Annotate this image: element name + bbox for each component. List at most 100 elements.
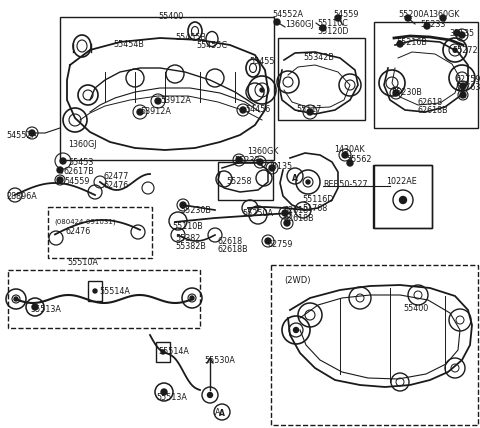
Text: 1360GK: 1360GK bbox=[428, 10, 459, 19]
Text: 55258: 55258 bbox=[226, 177, 252, 186]
Circle shape bbox=[454, 30, 460, 36]
Circle shape bbox=[161, 350, 165, 354]
Text: 55513A: 55513A bbox=[30, 305, 61, 314]
Text: A: A bbox=[215, 408, 221, 417]
Text: 52763: 52763 bbox=[455, 83, 480, 92]
Text: 55200A: 55200A bbox=[398, 10, 429, 19]
Text: 62618B: 62618B bbox=[283, 214, 313, 223]
Bar bbox=[8, 270, 200, 328]
Circle shape bbox=[60, 158, 66, 164]
Text: 54552A: 54552A bbox=[272, 10, 303, 19]
Circle shape bbox=[393, 90, 399, 96]
Circle shape bbox=[397, 41, 403, 47]
Text: A: A bbox=[292, 173, 298, 182]
Bar bbox=[88, 281, 102, 301]
Text: 53912A: 53912A bbox=[160, 96, 191, 105]
Bar bbox=[218, 162, 273, 200]
Circle shape bbox=[399, 196, 407, 203]
Circle shape bbox=[155, 98, 161, 104]
Circle shape bbox=[93, 289, 97, 293]
Text: 55117: 55117 bbox=[296, 105, 322, 114]
Text: 1022AE: 1022AE bbox=[386, 177, 417, 186]
Circle shape bbox=[306, 180, 310, 184]
Text: 1360GK: 1360GK bbox=[247, 147, 278, 156]
Circle shape bbox=[453, 48, 457, 52]
Text: 55382: 55382 bbox=[175, 234, 200, 243]
Circle shape bbox=[180, 202, 186, 208]
Circle shape bbox=[424, 23, 430, 29]
Circle shape bbox=[161, 389, 167, 395]
Text: 55514A: 55514A bbox=[158, 347, 189, 356]
Text: 54552A: 54552A bbox=[6, 131, 37, 140]
Circle shape bbox=[347, 160, 353, 166]
Text: 55382B: 55382B bbox=[175, 242, 206, 251]
Text: A: A bbox=[219, 410, 225, 419]
Text: 55400: 55400 bbox=[403, 304, 428, 313]
Circle shape bbox=[260, 88, 264, 92]
Text: 1430AK: 1430AK bbox=[334, 145, 365, 154]
Text: 55510A: 55510A bbox=[67, 258, 98, 267]
Text: 55230B: 55230B bbox=[180, 206, 211, 215]
Text: 55233: 55233 bbox=[420, 20, 445, 29]
Text: 54456: 54456 bbox=[245, 105, 270, 114]
Text: 55530A: 55530A bbox=[204, 356, 235, 365]
Bar bbox=[278, 38, 365, 120]
Text: (2WD): (2WD) bbox=[284, 276, 311, 285]
Text: 55116D: 55116D bbox=[302, 195, 334, 204]
Text: 55514A: 55514A bbox=[99, 287, 130, 296]
Text: 55230B: 55230B bbox=[391, 88, 422, 97]
Text: 53912A: 53912A bbox=[140, 107, 171, 116]
Text: 28896A: 28896A bbox=[6, 192, 37, 201]
Text: 62476: 62476 bbox=[104, 181, 129, 190]
Text: 1360GJ: 1360GJ bbox=[68, 140, 96, 149]
Circle shape bbox=[57, 167, 63, 173]
Circle shape bbox=[269, 165, 275, 171]
Text: 62476: 62476 bbox=[65, 227, 90, 236]
Text: 62618: 62618 bbox=[283, 206, 308, 215]
Bar bbox=[48, 207, 152, 258]
Circle shape bbox=[240, 107, 246, 113]
Circle shape bbox=[236, 157, 242, 163]
Circle shape bbox=[32, 304, 38, 310]
Text: 55562: 55562 bbox=[346, 155, 372, 164]
Bar bbox=[374, 22, 478, 128]
Circle shape bbox=[190, 296, 194, 300]
Text: 54559: 54559 bbox=[64, 177, 89, 186]
Circle shape bbox=[284, 220, 290, 226]
Circle shape bbox=[405, 15, 411, 21]
Text: 55513A: 55513A bbox=[156, 393, 187, 402]
Circle shape bbox=[459, 32, 465, 38]
Text: 62618: 62618 bbox=[418, 98, 443, 107]
Text: 62759: 62759 bbox=[267, 240, 292, 249]
Text: 62617B: 62617B bbox=[64, 167, 95, 176]
Bar bbox=[271, 265, 478, 425]
Text: 55110C: 55110C bbox=[317, 19, 348, 28]
Text: 55120D: 55120D bbox=[317, 27, 348, 36]
Text: 55216B: 55216B bbox=[396, 38, 427, 47]
Text: REF.50-527: REF.50-527 bbox=[323, 180, 368, 189]
Circle shape bbox=[265, 238, 271, 244]
Text: 55455: 55455 bbox=[249, 57, 275, 66]
Text: 55233: 55233 bbox=[234, 156, 259, 165]
Text: 55455B: 55455B bbox=[175, 33, 206, 42]
Text: 55400: 55400 bbox=[158, 12, 183, 21]
Bar bbox=[156, 342, 170, 362]
Text: 1360GJ: 1360GJ bbox=[285, 20, 313, 29]
Text: 55454B: 55454B bbox=[113, 40, 144, 49]
Circle shape bbox=[307, 109, 313, 115]
Bar bbox=[374, 165, 432, 228]
Text: 51768: 51768 bbox=[302, 204, 327, 213]
Circle shape bbox=[320, 25, 326, 31]
Text: 33135: 33135 bbox=[267, 162, 292, 171]
Text: 55110B: 55110B bbox=[172, 222, 203, 231]
Circle shape bbox=[14, 297, 18, 301]
Circle shape bbox=[29, 130, 35, 136]
Bar bbox=[373, 165, 432, 228]
Text: 62477: 62477 bbox=[104, 172, 130, 181]
Circle shape bbox=[342, 152, 348, 158]
Circle shape bbox=[460, 92, 466, 98]
Circle shape bbox=[282, 210, 288, 216]
Text: 55342B: 55342B bbox=[303, 53, 334, 62]
Text: 62618B: 62618B bbox=[418, 106, 449, 115]
Circle shape bbox=[274, 19, 280, 25]
